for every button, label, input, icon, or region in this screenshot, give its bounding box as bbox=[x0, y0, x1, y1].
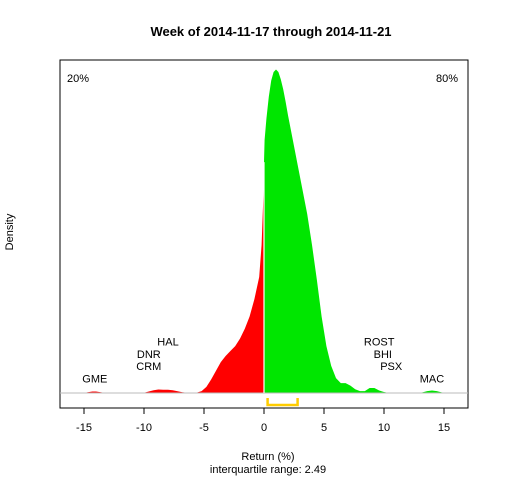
x-tick-label: -15 bbox=[76, 422, 92, 434]
chart-title: Week of 2014-11-17 through 2014-11-21 bbox=[150, 24, 391, 39]
x-tick-label: 0 bbox=[261, 422, 267, 434]
annotation-dnr: DNR bbox=[137, 349, 161, 361]
positive-share-label: 80% bbox=[436, 73, 458, 85]
positive-return-area bbox=[264, 69, 452, 393]
y-axis-label: Density bbox=[4, 213, 16, 250]
x-tick-label: -5 bbox=[199, 422, 209, 434]
iqr-subtitle: interquartile range: 2.49 bbox=[210, 464, 326, 476]
annotation-rost: ROST bbox=[364, 336, 395, 348]
negative-share-label: 20% bbox=[67, 73, 89, 85]
x-tick-label: 10 bbox=[378, 422, 390, 434]
annotation-hal: HAL bbox=[157, 336, 178, 348]
x-axis: -15 -10 -5 0 5 10 15 bbox=[76, 408, 450, 434]
annotation-psx: PSX bbox=[380, 361, 403, 373]
density-area-layer bbox=[84, 69, 452, 393]
annotation-crm: CRM bbox=[136, 361, 161, 373]
annotation-bhi: BHI bbox=[374, 349, 392, 361]
iqr-bar bbox=[266, 398, 299, 407]
annotation-mac: MAC bbox=[420, 374, 445, 386]
x-tick-label: 15 bbox=[438, 422, 450, 434]
annotation-gme: GME bbox=[82, 374, 107, 386]
iqr-bracket bbox=[266, 398, 299, 407]
x-tick-label: -10 bbox=[136, 422, 152, 434]
x-tick-label: 5 bbox=[321, 422, 327, 434]
negative-return-area bbox=[84, 162, 264, 393]
x-axis-label: Return (%) bbox=[241, 451, 294, 463]
